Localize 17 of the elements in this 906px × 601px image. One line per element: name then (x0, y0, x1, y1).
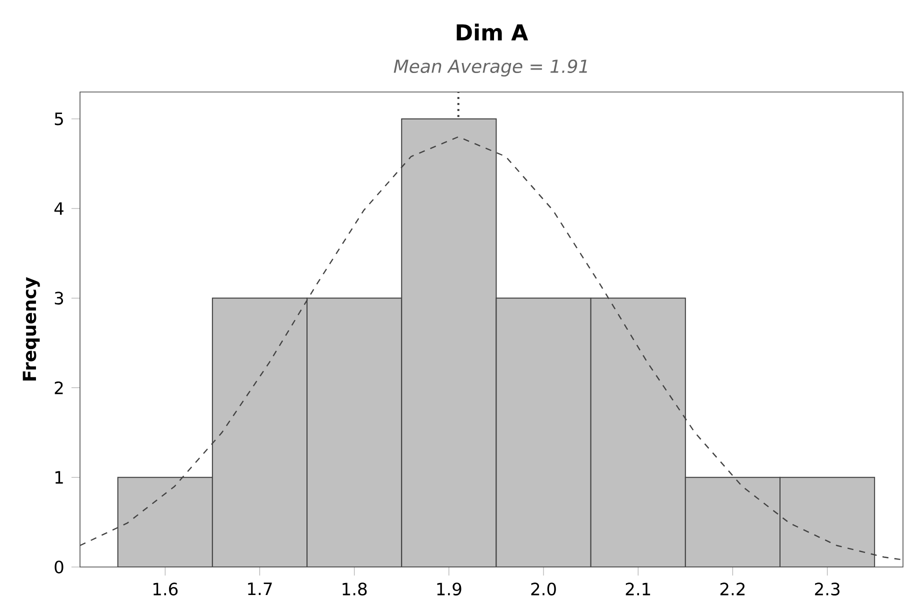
x-tick-label: 2.0 (531, 582, 556, 596)
x-tick-label: 1.8 (342, 582, 367, 596)
x-tick-label: 1.7 (248, 582, 272, 595)
x-tick-label: 2.2 (720, 582, 745, 596)
y-tick-label: 5 (54, 112, 63, 126)
y-tick-label: 4 (54, 202, 64, 215)
y-tick-label: 2 (54, 381, 63, 394)
chart-subtitle: Mean Average = 1.91 (394, 59, 587, 77)
x-tick-label: 1.6 (154, 582, 178, 596)
x-tick-label: 1.9 (437, 582, 462, 596)
x-tick-label: 2.1 (626, 582, 650, 596)
chart-title: Dim A (456, 24, 528, 40)
y-tick-label: 1 (55, 471, 63, 484)
y-axis-title: Frequency (22, 277, 40, 381)
y-tick-label: 0 (54, 560, 64, 574)
y-tick-label: 3 (54, 292, 64, 305)
x-tick-label: 2.3 (815, 582, 840, 596)
